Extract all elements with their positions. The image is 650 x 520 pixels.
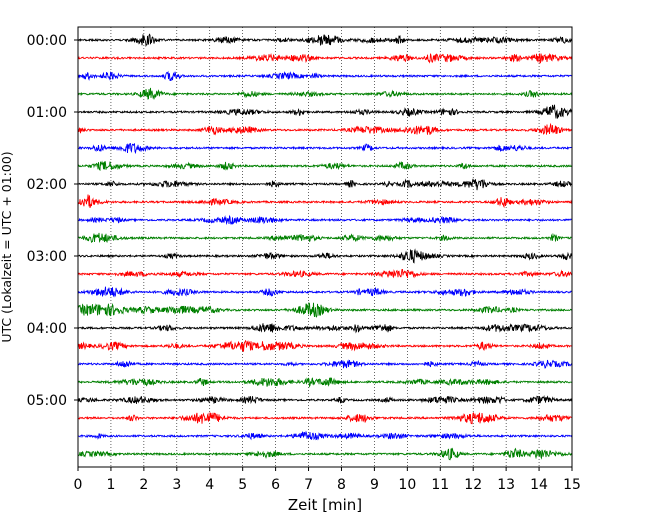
- plot-background: [78, 27, 572, 467]
- x-tick-label-13: 13: [497, 477, 515, 493]
- x-tick-label-12: 12: [464, 477, 482, 493]
- trace-10: [77, 214, 573, 226]
- x-tick-label-3: 3: [172, 477, 181, 493]
- y-tick-label-2: 02:00: [27, 177, 67, 193]
- vertical-gridlines: [110, 27, 540, 467]
- x-tick-label-6: 6: [271, 477, 280, 493]
- trace-16: [77, 323, 573, 334]
- trace-13: [77, 269, 573, 279]
- x-tick-label-14: 14: [530, 477, 548, 493]
- x-tick-label-5: 5: [238, 477, 247, 493]
- x-tick-label-2: 2: [139, 477, 148, 493]
- y-axis-label: UTC (Lokalzeit = UTC + 01:00): [0, 151, 14, 342]
- y-tick-label-0: 00:00: [27, 33, 67, 49]
- trace-7: [77, 160, 573, 171]
- trace-2: [77, 70, 573, 82]
- x-axis-ticks: 0 1 2 3 4 5 6 7 8 9 10 11 12 13 14 15: [74, 467, 581, 493]
- trace-22: [77, 430, 573, 441]
- trace-23: [77, 447, 573, 461]
- y-tick-label-3: 03:00: [27, 249, 67, 265]
- x-tick-label-0: 0: [74, 477, 83, 493]
- trace-20: [77, 395, 573, 405]
- trace-8: [77, 178, 573, 191]
- trace-0: [77, 33, 573, 48]
- plot-frame: [77, 26, 573, 468]
- x-tick-label-15: 15: [563, 477, 581, 493]
- trace-14: [77, 286, 573, 298]
- trace-21: [77, 412, 573, 425]
- seismogram-traces: [77, 33, 573, 461]
- trace-3: [77, 87, 573, 100]
- trace-12: [77, 248, 573, 264]
- y-tick-label-5: 05:00: [27, 393, 67, 409]
- x-tick-label-9: 9: [370, 477, 379, 493]
- trace-1: [78, 52, 573, 64]
- x-tick-label-11: 11: [431, 477, 449, 493]
- x-axis-label: Zeit [min]: [288, 496, 362, 514]
- trace-6: [77, 143, 573, 155]
- trace-11: [77, 232, 573, 244]
- y-tick-label-4: 04:00: [27, 321, 67, 337]
- trace-18: [77, 359, 573, 369]
- trace-4: [77, 104, 573, 119]
- x-tick-label-1: 1: [106, 477, 115, 493]
- y-tick-label-1: 01:00: [27, 105, 67, 121]
- x-tick-label-8: 8: [337, 477, 346, 493]
- trace-15: [77, 301, 573, 318]
- trace-9: [77, 194, 573, 209]
- x-tick-label-4: 4: [205, 477, 214, 493]
- x-tick-label-10: 10: [398, 477, 416, 493]
- trace-17: [77, 339, 573, 352]
- y-axis-ticks: 00:00 01:00 02:00 03:00 04:00 05:00: [27, 33, 78, 409]
- trace-19: [77, 377, 573, 388]
- x-tick-label-7: 7: [304, 477, 313, 493]
- trace-5: [77, 122, 573, 136]
